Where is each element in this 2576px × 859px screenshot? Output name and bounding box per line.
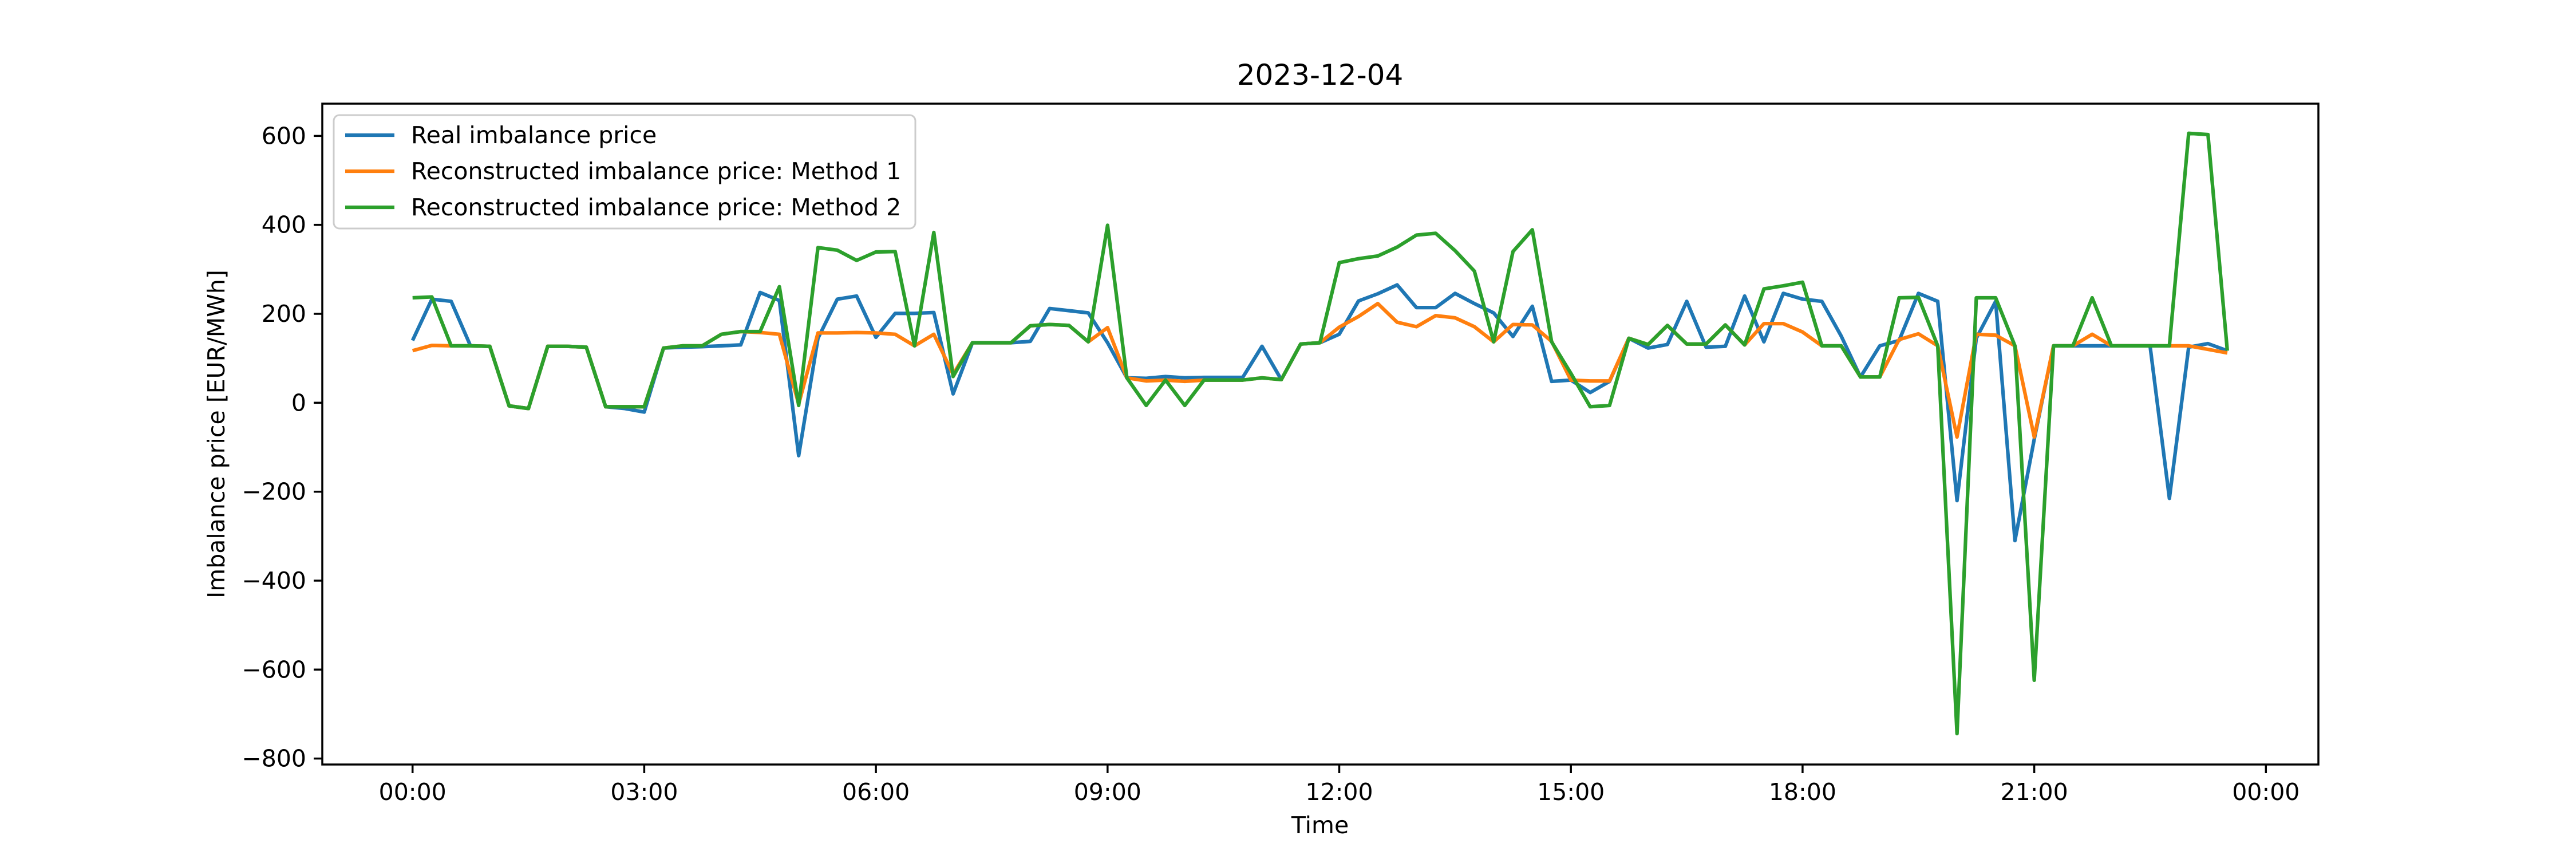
- y-tick-label: −200: [242, 478, 306, 506]
- y-tick-label: −600: [242, 656, 306, 683]
- x-axis-label: Time: [1291, 811, 1349, 839]
- axes-frame: [321, 103, 2320, 766]
- y-tick-label: 400: [262, 211, 306, 239]
- y-tick-label: −800: [242, 745, 306, 773]
- x-tick-label: 15:00: [1537, 778, 1605, 806]
- y-tick: −200: [242, 478, 322, 506]
- x-tick-label: 06:00: [842, 778, 910, 806]
- x-axis: 00:00 03:00 06:00 09:00 12:00 15:00 18:00 21:00…: [379, 765, 2300, 806]
- x-tick: 15:00: [1537, 765, 1605, 806]
- series-line-3: [412, 131, 2230, 736]
- legend: Real imbalance price Reconstructed imbala…: [333, 114, 916, 230]
- y-tick: 200: [262, 300, 322, 328]
- y-tick: −400: [242, 567, 322, 594]
- x-tick-label: 12:00: [1305, 778, 1373, 806]
- y-axis-label: Imbalance price [EUR/MWh]: [203, 270, 230, 598]
- y-tick-label: 600: [262, 122, 306, 149]
- x-tick-label: 18:00: [1769, 778, 1836, 806]
- x-tick-label: 00:00: [379, 778, 447, 806]
- y-tick-label: −400: [242, 567, 306, 594]
- x-tick: 00:00: [2232, 765, 2300, 806]
- x-tick: 12:00: [1305, 765, 1373, 806]
- x-tick-label: 09:00: [1074, 778, 1141, 806]
- legend-entry: Reconstructed imbalance price: Method 2: [345, 194, 901, 221]
- y-tick: −600: [242, 656, 322, 683]
- legend-label: Reconstructed imbalance price: Method 1: [411, 157, 901, 185]
- series-layer: [410, 131, 2230, 736]
- x-tick: 06:00: [842, 765, 910, 806]
- legend-entry: Reconstructed imbalance price: Method 1: [345, 157, 901, 185]
- y-axis: 600 400 200 0 −200 −400 −600 −800: [242, 122, 322, 773]
- x-tick-label: 03:00: [610, 778, 678, 806]
- x-tick: 03:00: [610, 765, 678, 806]
- legend-box: [333, 114, 916, 230]
- x-tick-label: 21:00: [2001, 778, 2068, 806]
- legend-entry: Real imbalance price: [345, 121, 657, 149]
- legend-label: Real imbalance price: [411, 121, 657, 149]
- x-tick: 21:00: [2001, 765, 2068, 806]
- x-tick-label: 00:00: [2232, 778, 2300, 806]
- x-tick: 00:00: [379, 765, 447, 806]
- x-tick: 09:00: [1074, 765, 1141, 806]
- y-tick: 400: [262, 211, 322, 239]
- y-tick-label: 0: [291, 389, 306, 416]
- legend-label: Reconstructed imbalance price: Method 2: [411, 194, 901, 221]
- y-tick: −800: [242, 745, 322, 773]
- y-tick: 600: [262, 122, 322, 149]
- y-tick-label: 200: [262, 300, 306, 328]
- x-tick: 18:00: [1769, 765, 1836, 806]
- chart-title: 2023-12-04: [1237, 58, 1404, 92]
- y-tick: 0: [291, 389, 322, 416]
